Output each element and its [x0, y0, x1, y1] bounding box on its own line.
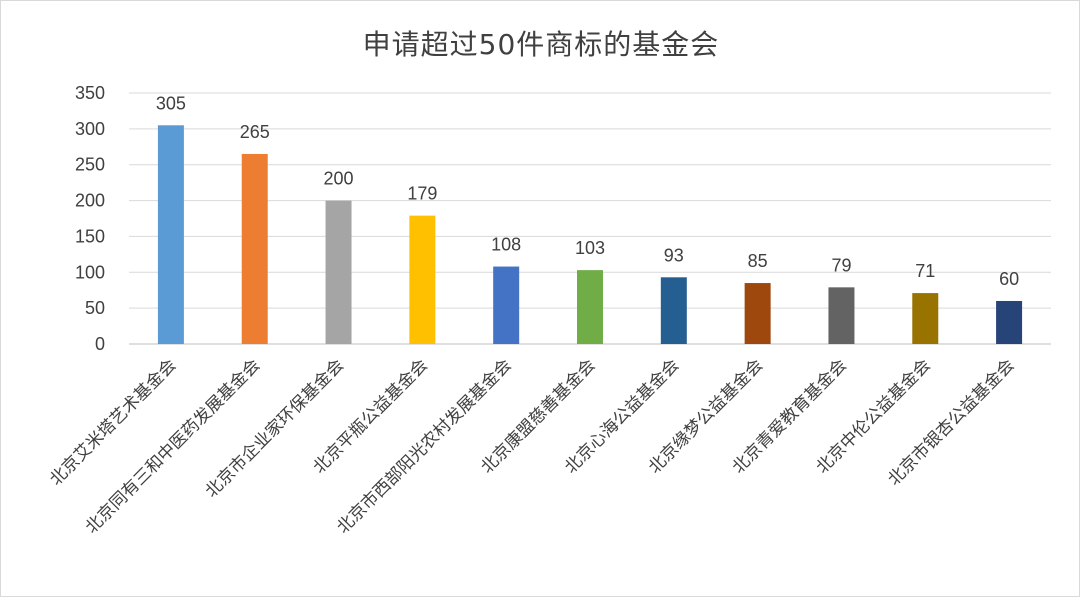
data-labels: 305 265 200 179 108 103 93 85 79 71 60	[156, 93, 1019, 289]
bar	[996, 300, 1023, 344]
data-label: 93	[664, 245, 684, 265]
bar	[493, 266, 520, 344]
data-label: 103	[575, 238, 605, 258]
bar	[409, 215, 436, 344]
bar	[828, 287, 855, 344]
y-tick-label: 200	[75, 191, 105, 211]
bar	[325, 200, 352, 344]
y-tick-label: 350	[75, 83, 105, 103]
category-label: 北京市企业家环保基金会	[202, 355, 348, 501]
y-tick-label: 50	[85, 298, 105, 318]
category-label: 北京市西部阳光农村发展基金会	[333, 355, 515, 537]
data-label: 179	[407, 184, 437, 204]
data-label: 305	[156, 93, 186, 113]
chart-title: 申请超过50件商标的基金会	[362, 28, 720, 61]
data-label: 85	[748, 251, 768, 271]
y-tick-label: 0	[95, 334, 105, 354]
data-label: 71	[915, 261, 935, 281]
category-label: 北京同有三和中医药发展基金会	[82, 355, 264, 537]
y-axis: 0 50 100 150 200 250 300 350	[75, 83, 105, 354]
bars	[157, 125, 1023, 345]
data-label: 60	[999, 269, 1019, 289]
data-label: 200	[324, 169, 354, 189]
bar	[912, 293, 939, 344]
y-tick-label: 300	[75, 119, 105, 139]
data-label: 108	[491, 235, 521, 255]
bar	[157, 125, 184, 345]
x-axis-labels: 北京艾米塔艺术基金会北京同有三和中医药发展基金会北京市企业家环保基金会北京平瓶公…	[46, 355, 1019, 537]
bar	[744, 283, 771, 344]
bar	[577, 270, 603, 344]
y-tick-label: 100	[75, 262, 105, 282]
bar	[241, 153, 268, 344]
y-tick-label: 250	[75, 155, 105, 175]
data-label: 79	[831, 255, 851, 275]
data-label: 265	[240, 122, 270, 142]
bar	[660, 277, 687, 344]
y-tick-label: 150	[75, 226, 105, 246]
